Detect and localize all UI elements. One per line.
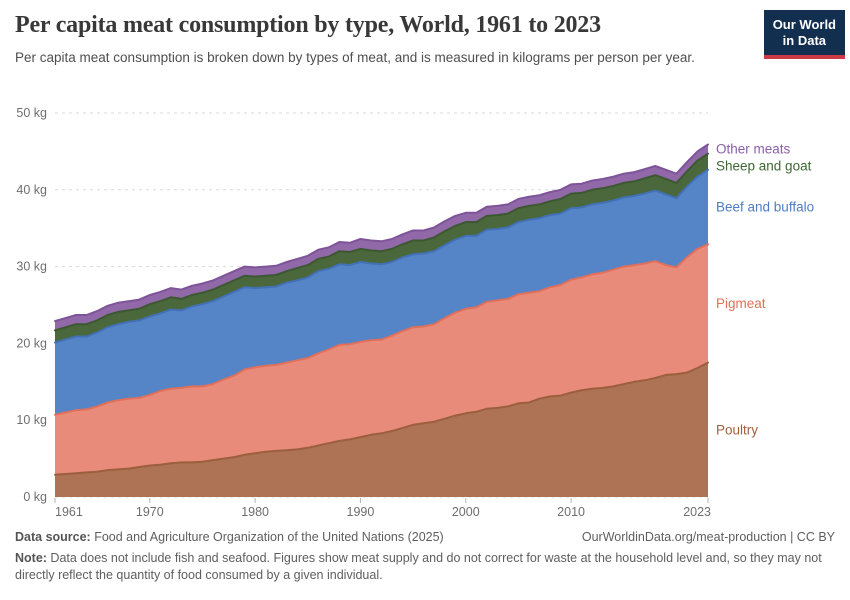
data-source: Data source: Food and Agriculture Organi… — [15, 529, 444, 547]
area-sheep-and-goat[interactable] — [55, 153, 708, 343]
y-axis-label-30: 30 kg — [16, 260, 47, 274]
y-axis-label-50: 50 kg — [16, 106, 47, 120]
x-axis-label-1980: 1980 — [241, 505, 269, 519]
legend-label-pigmeat[interactable]: Pigmeat — [716, 296, 766, 311]
line-pigmeat — [54, 243, 709, 416]
chart-header: Per capita meat consumption by type, Wor… — [15, 12, 750, 68]
x-axis-label-1961: 1961 — [55, 505, 83, 519]
y-axis-label-20: 20 kg — [16, 336, 47, 350]
legend-label-beef-and-buffalo[interactable]: Beef and buffalo — [716, 200, 814, 215]
x-axis-label-2000: 2000 — [452, 505, 480, 519]
data-source-text: Food and Agriculture Organization of the… — [90, 530, 444, 544]
x-axis-label-1970: 1970 — [136, 505, 164, 519]
area-poultry[interactable] — [55, 362, 708, 497]
data-source-label: Data source: — [15, 530, 91, 544]
owid-logo-line1: Our World — [772, 17, 836, 32]
area-pigmeat[interactable] — [55, 244, 708, 475]
page-title: Per capita meat consumption by type, Wor… — [15, 12, 601, 38]
chart-footer: Data source: Food and Agriculture Organi… — [15, 529, 835, 585]
legend-label-poultry[interactable]: Poultry — [716, 422, 758, 437]
legend-label-sheep-and-goat[interactable]: Sheep and goat — [716, 159, 812, 174]
note: Note: Data does not include fish and sea… — [15, 550, 835, 585]
note-text: Data does not include fish and seafood. … — [15, 550, 822, 583]
area-beef-and-buffalo[interactable] — [55, 169, 708, 415]
legend-label-other-meats[interactable]: Other meats — [716, 142, 791, 157]
line-beef-and-buffalo — [54, 168, 709, 344]
line-poultry — [54, 361, 709, 476]
y-axis-label-40: 40 kg — [16, 183, 47, 197]
area-other-meats[interactable] — [55, 144, 708, 331]
owid-license-link[interactable]: OurWorldinData.org/meat-production | CC … — [581, 530, 835, 544]
note-label: Note: — [15, 550, 47, 565]
page-subtitle: Per capita meat consumption is broken do… — [15, 50, 695, 65]
source-row: Data source: Food and Agriculture Organi… — [15, 529, 835, 547]
y-axis-label-10: 10 kg — [16, 413, 47, 427]
x-axis-label-2023: 2023 — [683, 505, 711, 519]
owid-logo-line2: in Data — [782, 33, 827, 49]
stacked-area-chart: 0 kg 10 kg 20 kg 30 kg 40 kg 50 kg 1961 1970 198… — [16, 106, 814, 519]
x-axis-label-2010: 2010 — [557, 505, 585, 519]
line-other-meats — [54, 143, 709, 323]
owid-logo[interactable]: Our World in Data — [763, 10, 845, 59]
y-axis-label-0: 0 kg — [23, 490, 47, 504]
line-sheep-and-goat — [54, 152, 709, 332]
x-axis-label-1990: 1990 — [347, 505, 375, 519]
